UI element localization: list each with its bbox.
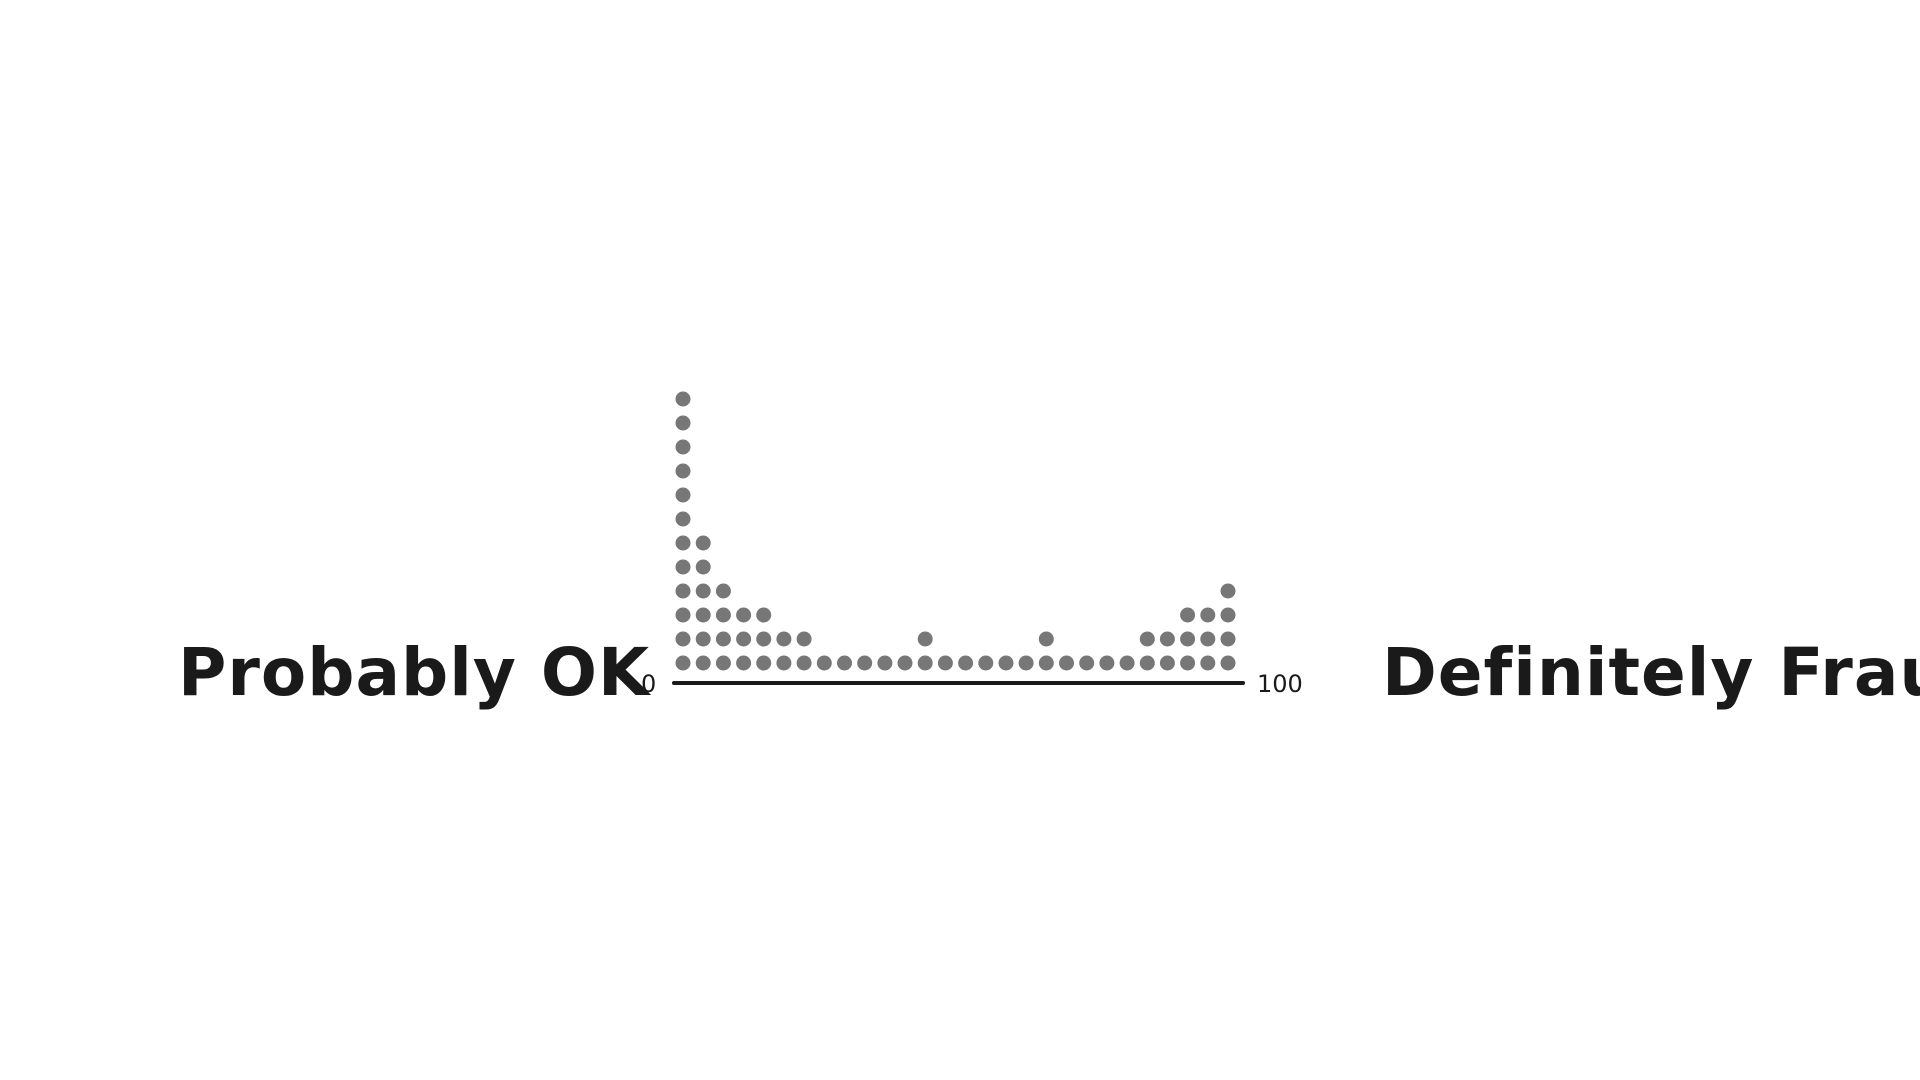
data-dot xyxy=(1059,655,1074,671)
data-dot xyxy=(978,655,994,671)
data-dot xyxy=(675,511,691,527)
data-dot xyxy=(1220,631,1236,647)
data-dot xyxy=(695,607,711,623)
data-dot xyxy=(1180,631,1196,647)
data-dot xyxy=(675,607,691,623)
data-dot xyxy=(776,655,792,671)
data-dot xyxy=(837,655,852,671)
data-dot xyxy=(1079,655,1095,671)
data-dot xyxy=(715,583,731,599)
data-dot xyxy=(695,559,711,575)
data-dot xyxy=(695,655,711,671)
data-dot xyxy=(715,655,731,671)
data-dot xyxy=(675,535,691,551)
data-dot xyxy=(675,559,691,575)
data-dot xyxy=(736,631,752,647)
data-dot xyxy=(675,463,691,479)
data-dot xyxy=(857,655,873,671)
data-dot xyxy=(917,631,933,647)
data-dot xyxy=(675,583,691,599)
data-dot xyxy=(695,631,711,647)
data-dot xyxy=(695,535,711,551)
data-dot xyxy=(1200,655,1216,671)
data-dot xyxy=(897,655,913,671)
data-dot xyxy=(1038,631,1054,647)
data-dot xyxy=(1018,655,1034,671)
data-dot xyxy=(1139,655,1155,671)
data-dot xyxy=(675,439,691,455)
data-dot xyxy=(1119,655,1135,671)
data-dot xyxy=(675,487,691,503)
data-dot xyxy=(1180,655,1196,671)
data-dot xyxy=(675,631,691,647)
data-dot xyxy=(756,631,772,647)
data-dot xyxy=(958,655,974,671)
data-dot xyxy=(1220,607,1236,623)
x-tick-label-max: 100 xyxy=(1257,670,1303,698)
data-dot xyxy=(1099,655,1115,671)
data-dot xyxy=(756,655,772,671)
data-dot xyxy=(796,631,812,647)
data-dot xyxy=(1159,631,1175,647)
data-dot xyxy=(917,655,933,671)
data-dot xyxy=(1139,631,1155,647)
data-dot xyxy=(756,607,772,623)
data-dot xyxy=(816,655,832,671)
dot-group xyxy=(675,391,1236,671)
data-dot xyxy=(715,631,731,647)
data-dot xyxy=(1220,583,1236,599)
data-dot xyxy=(1220,655,1236,671)
data-dot xyxy=(1200,631,1216,647)
data-dot xyxy=(675,415,691,431)
data-dot xyxy=(675,391,691,407)
data-dot xyxy=(877,655,893,671)
x-tick-label-min: 0 xyxy=(641,670,656,698)
data-dot xyxy=(715,607,731,623)
data-dot xyxy=(776,631,792,647)
data-dot xyxy=(1200,607,1216,623)
data-dot xyxy=(695,583,711,599)
data-dot xyxy=(937,655,953,671)
data-dot xyxy=(796,655,812,671)
data-dot xyxy=(1038,655,1054,671)
right-label: Definitely Fraud xyxy=(1382,634,1920,711)
left-label: Probably OK xyxy=(178,634,652,711)
data-dot xyxy=(998,655,1014,671)
data-dot xyxy=(1159,655,1175,671)
data-dot xyxy=(736,655,752,671)
data-dot xyxy=(675,655,691,671)
data-dot xyxy=(736,607,752,623)
data-dot xyxy=(1180,607,1196,623)
